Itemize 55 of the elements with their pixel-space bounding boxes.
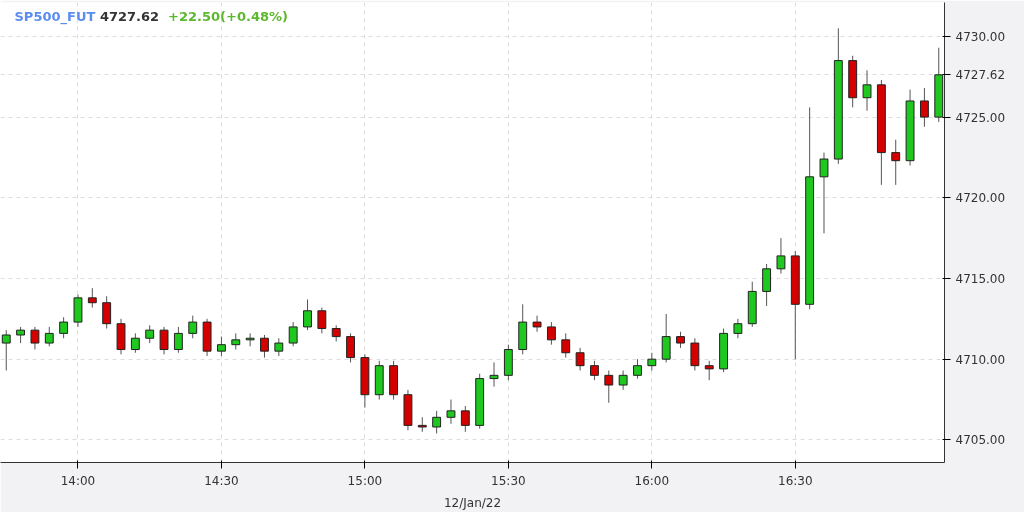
candlestick: [919, 87, 929, 128]
candlestick: [346, 332, 355, 363]
y-tick-label: 4730.00: [955, 29, 1006, 44]
x-axis-title: 12/Jan/22: [443, 495, 502, 510]
candlestick: [102, 295, 112, 330]
annotation: 4727.62: [99, 9, 160, 24]
y-tick-label: 4720.00: [955, 191, 1006, 206]
x-tick-label: 14:30: [204, 473, 239, 488]
annotation: +22.50(+0.48%): [168, 9, 288, 24]
candlestick: [590, 360, 599, 381]
candlestick: [575, 347, 585, 371]
candlestick: [87, 287, 97, 309]
y-tick-label: 4715.00: [955, 272, 1006, 286]
candlestick: [446, 399, 456, 425]
candlestick: [303, 298, 312, 331]
candlestick: [604, 370, 614, 404]
y-tick-label: 4727.62: [955, 68, 1006, 83]
candlestick: [561, 332, 571, 359]
candlestick: [44, 326, 54, 347]
candlestick: [690, 337, 700, 371]
candlestick: [891, 139, 901, 186]
candlestick: [661, 313, 671, 363]
candlestick: [59, 316, 69, 339]
y-tick-label: 4725.00: [955, 110, 1006, 125]
candlestick: [733, 318, 743, 339]
candlestick: [532, 315, 542, 333]
y-tick-label: 4710.00: [955, 352, 1006, 367]
candlestick: [489, 361, 499, 388]
candlestick: [1, 329, 11, 371]
candlestick: [546, 321, 556, 346]
x-tick-label: 15:30: [491, 473, 526, 488]
x-tick-label: 16:30: [778, 473, 813, 488]
candlestick: [776, 237, 786, 275]
y-tick-label: 4705.00: [955, 433, 1006, 448]
candlestick: [30, 326, 40, 351]
candlestick: [288, 321, 298, 347]
candlestick: [618, 370, 628, 391]
candlestick: [704, 360, 714, 381]
candlestick: [819, 152, 829, 234]
candlestick: [460, 405, 470, 433]
candlestick: [159, 326, 169, 355]
candlestick: [188, 315, 198, 339]
x-tick-label: 15:00: [347, 473, 383, 488]
x-tick-label: 16:00: [634, 473, 670, 488]
text: SP500_FUT: [14, 9, 96, 25]
candlestick: [216, 336, 226, 357]
candlestick: [762, 263, 772, 307]
candlestick: [633, 358, 642, 380]
candlestick: [260, 334, 269, 359]
candlestick: [130, 332, 140, 354]
candlestick: [432, 410, 442, 434]
candlestick: [862, 69, 872, 112]
candlestick: [317, 307, 327, 334]
x-tick-label: 14:00: [60, 473, 96, 488]
candlestick: [173, 326, 183, 354]
